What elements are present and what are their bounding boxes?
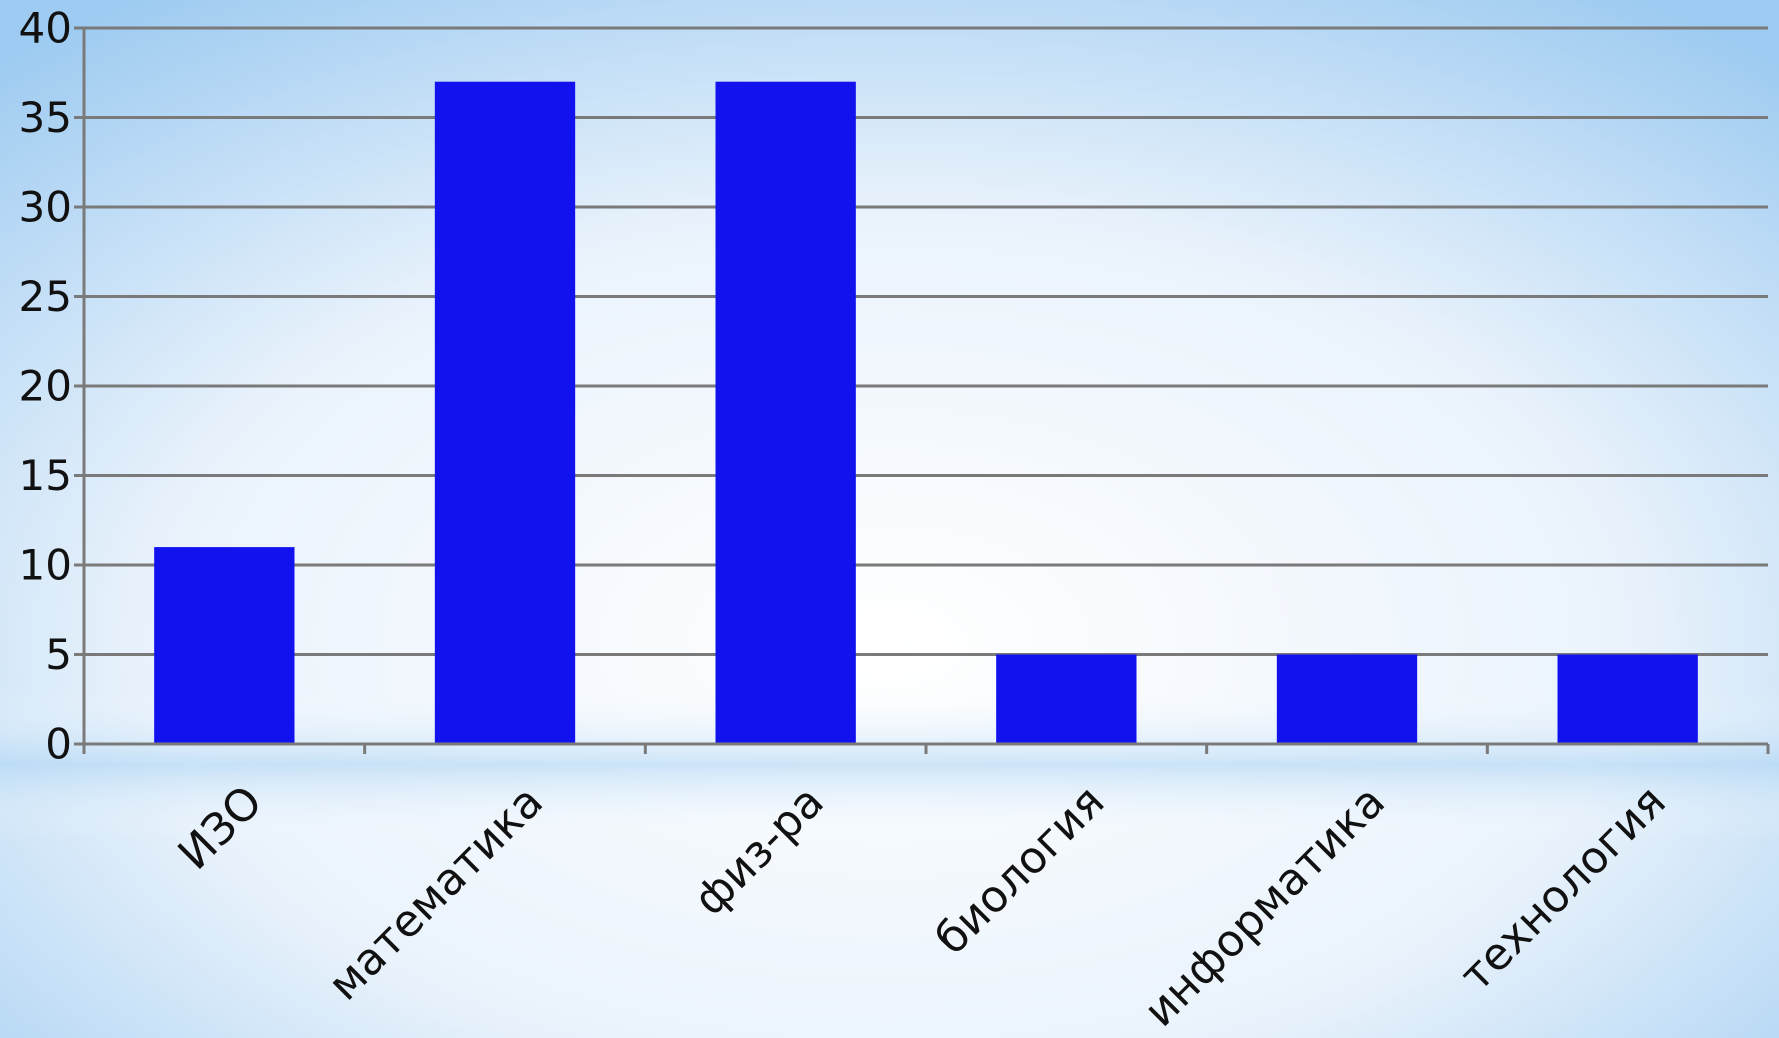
y-tick-label: 15 — [19, 451, 72, 500]
y-tick-label: 30 — [19, 183, 72, 232]
bar — [715, 81, 856, 744]
y-tick-label: 40 — [19, 4, 72, 53]
bar — [154, 547, 295, 744]
y-tick-label: 5 — [45, 630, 72, 679]
bar — [1276, 654, 1418, 744]
y-tick-label: 25 — [19, 272, 72, 321]
y-tick-label: 0 — [45, 720, 72, 769]
bar — [1557, 654, 1698, 744]
y-tick-label: 35 — [19, 93, 72, 142]
chart-background-band — [0, 690, 1779, 840]
y-tick-label: 10 — [19, 541, 72, 590]
bar — [434, 81, 576, 744]
y-tick-label: 20 — [19, 362, 72, 411]
bar — [996, 654, 1137, 744]
